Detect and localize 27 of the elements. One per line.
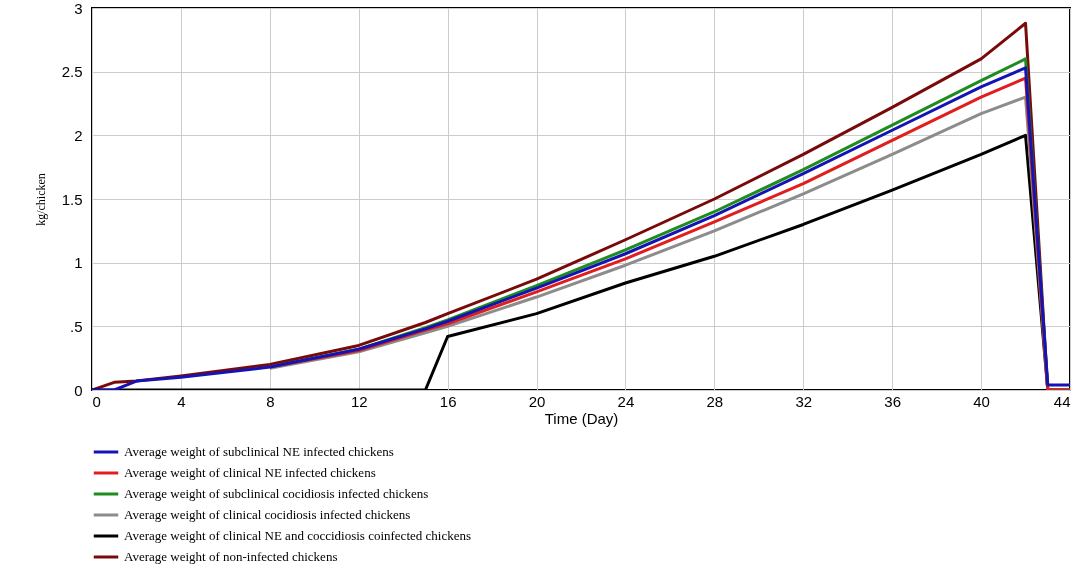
y-tick-label: .5 [69, 317, 83, 335]
y-tick-label: 2.5 [61, 63, 83, 81]
legend-label: Average weight of clinical NE and coccidiosis coinfected chickens [124, 528, 472, 543]
x-tick-label: 4 [177, 392, 186, 410]
legend-label: Average weight of clinical cocidiosis infected chickens [124, 507, 411, 522]
legend-label: Average weight of non-infected chickens [124, 549, 338, 564]
x-tick-label: 8 [266, 392, 275, 410]
y-axis-title: kg/chicken [33, 173, 48, 226]
y-tick-label: 3 [74, 0, 83, 17]
x-tick-label: 20 [528, 392, 546, 410]
x-tick-label: 28 [706, 392, 724, 410]
x-tick-label: 44 [1053, 392, 1071, 410]
x-axis-title: Time (Day) [544, 409, 619, 427]
x-tick-label: 24 [617, 392, 635, 410]
x-tick-label: 36 [884, 392, 902, 410]
x-tick-label: 40 [973, 392, 990, 410]
legend-label: Average weight of subclinical NE infected chickens [124, 444, 394, 459]
y-tick-label: 2 [74, 126, 83, 144]
legend-label: Average weight of clinical NE infected chickens [124, 465, 376, 480]
x-tick-label: 0 [92, 392, 101, 410]
y-tick-label: 1 [74, 254, 83, 272]
legend-label: Average weight of subclinical cocidiosis infected chickens [124, 486, 429, 501]
x-tick-label: 16 [439, 392, 457, 410]
x-tick-label: 12 [350, 392, 368, 410]
y-tick-label: 1.5 [61, 190, 83, 208]
y-tick-label: 0 [74, 381, 83, 399]
x-tick-label: 32 [795, 392, 813, 410]
